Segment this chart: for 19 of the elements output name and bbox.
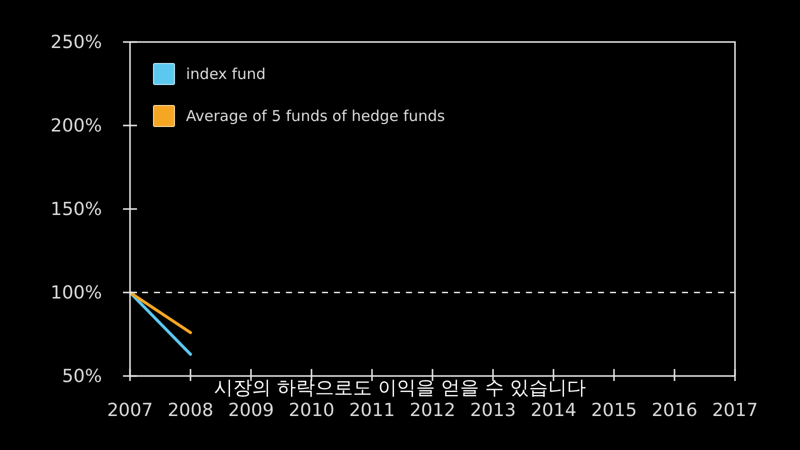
x-tick-label: 2007 — [107, 400, 153, 420]
x-tick-label: 2012 — [410, 400, 456, 420]
x-tick-label: 2017 — [712, 400, 758, 420]
y-tick-label: 100% — [50, 282, 102, 303]
legend-label: index fund — [186, 65, 266, 83]
text: 시장의 하락으로도 이익을 얻을 수 있습니다 — [214, 377, 586, 399]
x-tick-label: 2009 — [228, 400, 274, 420]
x-tick-label: 2014 — [530, 400, 576, 420]
x-tick-label: 2011 — [349, 400, 395, 420]
legend-label: Average of 5 funds of hedge funds — [186, 107, 445, 125]
y-tick-label: 200% — [50, 115, 102, 136]
y-tick-label: 250% — [50, 32, 102, 52]
x-tick-label: 2010 — [288, 400, 334, 420]
x-tick-label: 2016 — [652, 400, 698, 420]
x-tick-label: 2013 — [470, 400, 516, 420]
x-tick-label: 2015 — [591, 400, 637, 420]
y-tick-label: 150% — [50, 198, 102, 220]
y-tick-label: 50% — [62, 366, 102, 386]
x-tick-label: 2008 — [168, 400, 214, 420]
